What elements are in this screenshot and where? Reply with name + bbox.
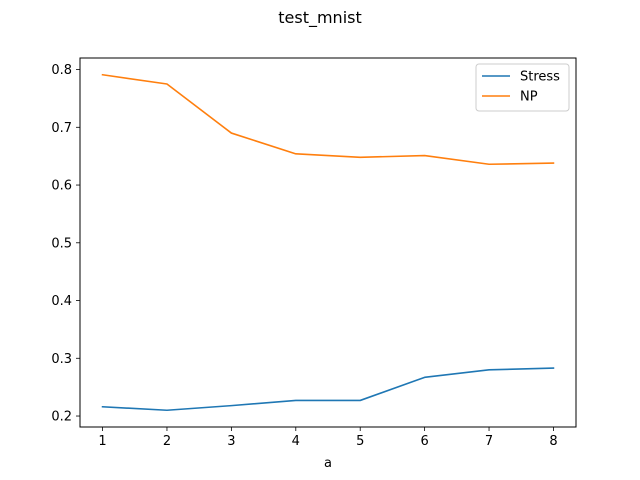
x-tick-label: 3 xyxy=(227,434,235,449)
y-tick-label: 0.2 xyxy=(51,410,72,425)
data-point-np xyxy=(423,154,426,157)
legend-label-np: NP xyxy=(520,90,538,105)
x-tick-label: 4 xyxy=(292,434,300,449)
y-tick-label: 0.8 xyxy=(51,63,72,78)
x-tick-label: 1 xyxy=(98,434,106,449)
x-tick-label: 7 xyxy=(485,434,493,449)
y-tick-label: 0.4 xyxy=(51,294,72,309)
legend-label-stress: Stress xyxy=(520,70,560,85)
y-tick-label: 0.7 xyxy=(51,121,72,136)
data-point-np xyxy=(488,163,491,166)
data-point-np xyxy=(359,156,362,159)
data-point-stress xyxy=(359,399,362,402)
data-point-stress xyxy=(230,404,233,407)
data-point-np xyxy=(230,132,233,135)
data-point-stress xyxy=(294,399,297,402)
data-point-np xyxy=(294,152,297,155)
legend: Stress NP xyxy=(475,63,570,112)
data-point-np xyxy=(552,162,555,165)
data-point-stress xyxy=(423,376,426,379)
x-axis-label: a xyxy=(324,456,332,471)
data-point-stress xyxy=(165,409,168,412)
data-point-stress xyxy=(552,367,555,370)
y-tick-label: 0.3 xyxy=(51,352,72,367)
chart-title: test_mnist xyxy=(278,8,362,27)
data-point-stress xyxy=(101,405,104,408)
data-point-stress xyxy=(488,368,491,371)
axes-frame xyxy=(79,57,577,428)
series-line-stress xyxy=(101,367,555,412)
y-tick-label: 0.5 xyxy=(51,236,72,251)
x-tick-label: 6 xyxy=(420,434,428,449)
data-point-np xyxy=(165,82,168,85)
plot-lines xyxy=(101,73,555,412)
data-point-np xyxy=(101,73,104,76)
x-tick-label: 5 xyxy=(356,434,364,449)
x-axis-ticks: 1 2 3 4 5 6 7 8 xyxy=(98,427,558,449)
x-tick-label: 2 xyxy=(163,434,171,449)
x-tick-label: 8 xyxy=(549,434,557,449)
series-line-np xyxy=(101,73,555,166)
legend-entries: Stress NP xyxy=(482,70,560,105)
y-tick-label: 0.6 xyxy=(51,179,72,194)
y-axis-ticks: 0.2 0.3 0.4 0.5 0.6 0.7 0.8 xyxy=(51,63,80,425)
